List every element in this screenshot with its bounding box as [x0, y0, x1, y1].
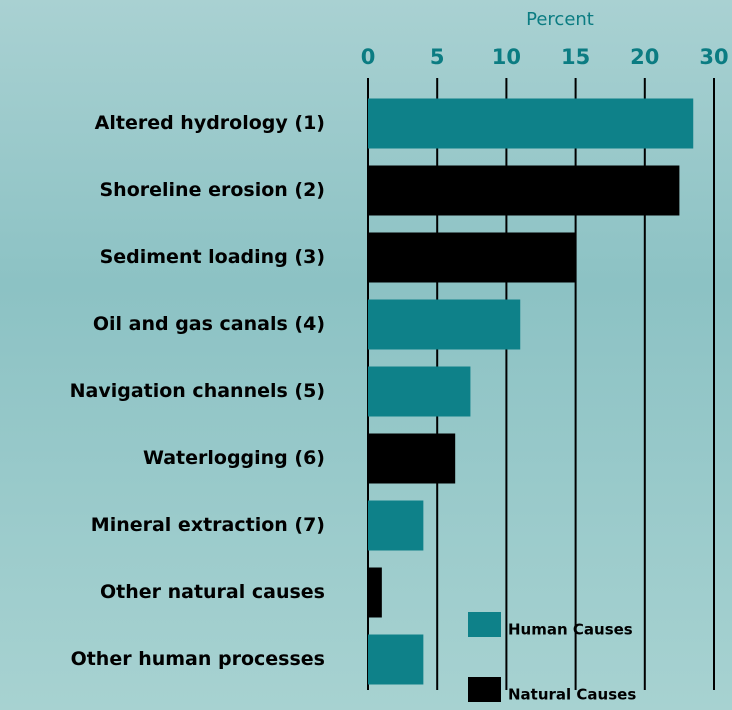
y-tick-label: Other human processes — [71, 648, 325, 670]
bar — [368, 233, 576, 283]
x-tick-label: 5 — [430, 45, 445, 69]
bar — [368, 635, 423, 685]
bar — [368, 166, 679, 216]
x-tick-label: 30 — [699, 45, 728, 69]
bar — [368, 434, 455, 484]
bar — [368, 300, 520, 350]
axis-title: Percent — [526, 9, 594, 30]
legend-swatch — [468, 677, 501, 702]
x-tick-label: 10 — [492, 45, 521, 69]
chart: Percent 0 5 10 15 20 30 Altered hydrology (1) S… — [0, 0, 732, 710]
y-tick-label: Waterlogging (6) — [143, 447, 325, 469]
x-tick-label: 0 — [361, 45, 376, 69]
y-tick-label: Shoreline erosion (2) — [100, 179, 326, 201]
bar — [368, 568, 382, 618]
legend-label: Human Causes — [508, 621, 633, 639]
bar — [368, 367, 470, 417]
y-tick-label: Oil and gas canals (4) — [93, 313, 325, 335]
y-tick-label: Other natural causes — [100, 581, 325, 603]
y-tick-label: Altered hydrology (1) — [95, 112, 325, 134]
y-tick-label: Sediment loading (3) — [100, 246, 325, 268]
y-tick-label: Mineral extraction (7) — [91, 514, 325, 536]
bar — [368, 501, 423, 551]
legend-swatch — [468, 612, 501, 637]
legend-label: Natural Causes — [508, 686, 636, 704]
y-tick-label: Navigation channels (5) — [70, 380, 325, 402]
x-tick-label: 20 — [630, 45, 659, 69]
x-tick-label: 15 — [561, 45, 590, 69]
bar — [368, 99, 693, 149]
